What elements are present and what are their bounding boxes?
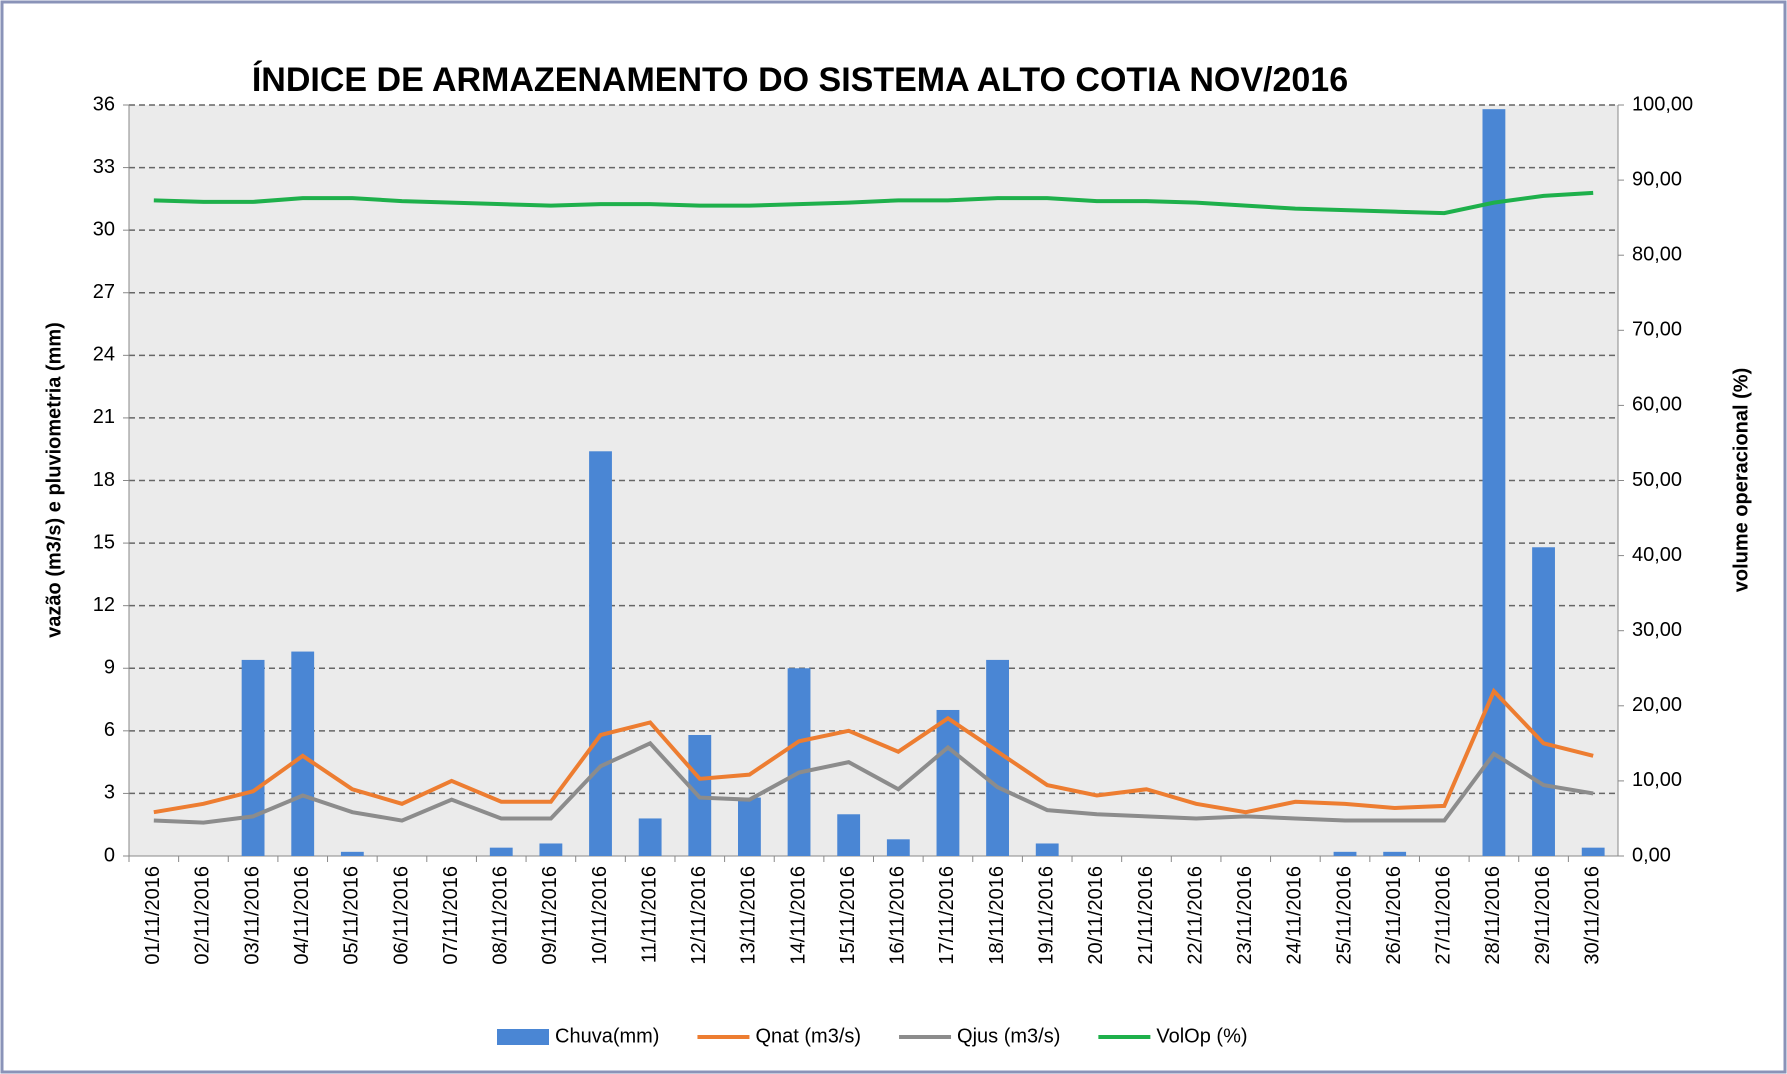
y2-axis-label: volume operacional (%) [1730, 368, 1752, 593]
bar [986, 659, 1009, 856]
y2-tick-label: 20,00 [1632, 694, 1682, 716]
x-tick-label: 08/11/2016 [490, 866, 512, 965]
y-axis-label: vazão (m3/s) e pluviometria (mm) [43, 322, 65, 638]
legend-label: VolOp (%) [1156, 1025, 1247, 1047]
x-tick-label: 30/11/2016 [1581, 866, 1603, 965]
chart-title: ÍNDICE DE ARMAZENAMENTO DO SISTEMA ALTO … [252, 61, 1348, 99]
bar [738, 797, 761, 856]
x-tick-label: 23/11/2016 [1234, 866, 1256, 965]
y-tick-label: 0 [104, 844, 115, 866]
x-tick-label: 13/11/2016 [738, 866, 760, 965]
bar [539, 843, 563, 856]
y2-tick-label: 30,00 [1632, 619, 1682, 641]
x-tick-label: 21/11/2016 [1135, 866, 1157, 965]
legend-label: Chuva(mm) [555, 1025, 659, 1047]
bar [1035, 843, 1059, 856]
x-tick-label: 07/11/2016 [440, 866, 462, 965]
x-tick-label: 09/11/2016 [539, 866, 561, 965]
y-tick-label: 27 [93, 281, 115, 303]
y-tick-label: 30 [93, 218, 115, 240]
x-tick-label: 17/11/2016 [936, 866, 958, 965]
x-tick-label: 18/11/2016 [986, 866, 1008, 965]
bar [489, 847, 513, 856]
x-tick-label: 15/11/2016 [837, 866, 859, 965]
bar [1532, 547, 1555, 856]
x-tick-label: 06/11/2016 [390, 866, 412, 965]
bar [886, 839, 910, 856]
x-tick-label: 20/11/2016 [1085, 866, 1107, 965]
x-tick-label: 25/11/2016 [1333, 866, 1355, 965]
x-tick-label: 26/11/2016 [1383, 866, 1405, 965]
y-tick-label: 15 [93, 531, 115, 553]
y-tick-label: 18 [93, 469, 115, 491]
bar [1383, 851, 1407, 856]
x-tick-label: 11/11/2016 [638, 866, 660, 963]
x-tick-label: 05/11/2016 [341, 866, 363, 965]
line [153, 190, 1594, 216]
y-tick-label: 6 [104, 719, 115, 741]
x-tick-label: 12/11/2016 [688, 866, 710, 965]
bar [936, 709, 960, 856]
y2-tick-label: 80,00 [1632, 243, 1682, 265]
y2-tick-label: 40,00 [1632, 544, 1682, 566]
bar [1581, 847, 1605, 856]
bar [837, 814, 861, 856]
bar [241, 659, 265, 856]
y-tick-label: 33 [93, 156, 115, 178]
bar [787, 668, 811, 856]
x-tick-label: 22/11/2016 [1184, 866, 1206, 965]
y2-tick-label: 70,00 [1632, 319, 1682, 341]
y2-tick-label: 60,00 [1632, 394, 1682, 416]
line [153, 740, 1594, 825]
x-tick-label: 02/11/2016 [192, 866, 214, 965]
bar [1333, 851, 1357, 856]
bar [589, 451, 612, 856]
bar [638, 818, 662, 856]
y2-tick-label: 10,00 [1632, 769, 1682, 791]
y-tick-label: 36 [93, 93, 115, 115]
y-tick-label: 21 [93, 406, 115, 428]
legend-label: Qjus (m3/s) [957, 1025, 1060, 1047]
bar [340, 851, 364, 856]
x-tick-label: 14/11/2016 [787, 866, 809, 965]
y-tick-label: 24 [93, 344, 115, 366]
y2-tick-label: 90,00 [1632, 168, 1682, 190]
x-tick-label: 19/11/2016 [1035, 866, 1057, 965]
bar [1482, 109, 1506, 856]
x-tick-label: 27/11/2016 [1433, 866, 1455, 965]
x-tick-label: 24/11/2016 [1284, 866, 1306, 965]
x-tick-label: 29/11/2016 [1532, 866, 1554, 965]
x-tick-label: 28/11/2016 [1482, 866, 1504, 965]
x-tick-label: 01/11/2016 [142, 866, 164, 965]
x-tick-label: 10/11/2016 [589, 866, 611, 965]
y-tick-label: 9 [104, 657, 115, 679]
y2-tick-label: 50,00 [1632, 469, 1682, 491]
y-tick-label: 3 [104, 782, 115, 804]
legend-swatch [497, 1029, 549, 1045]
y2-tick-label: 0,00 [1632, 844, 1671, 866]
x-tick-label: 16/11/2016 [887, 866, 909, 965]
x-tick-label: 03/11/2016 [241, 866, 263, 965]
y-tick-label: 12 [93, 594, 115, 616]
line [153, 687, 1594, 815]
legend-label: Qnat (m3/s) [755, 1025, 861, 1047]
y2-tick-label: 100,00 [1632, 93, 1693, 115]
x-tick-label: 04/11/2016 [291, 866, 313, 965]
